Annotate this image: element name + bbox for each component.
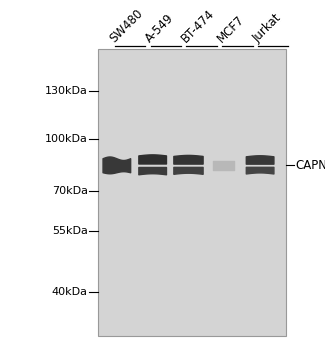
Text: A-549: A-549 — [143, 12, 176, 46]
Text: CAPN1: CAPN1 — [296, 159, 325, 172]
Text: 70kDa: 70kDa — [52, 186, 88, 196]
Text: 100kDa: 100kDa — [45, 134, 88, 145]
Text: MCF7: MCF7 — [214, 13, 247, 46]
Text: SW480: SW480 — [107, 7, 146, 46]
Text: BT-474: BT-474 — [179, 7, 217, 46]
Text: Jurkat: Jurkat — [251, 12, 284, 46]
Text: 40kDa: 40kDa — [52, 287, 88, 296]
Text: 130kDa: 130kDa — [45, 86, 88, 96]
Text: 55kDa: 55kDa — [52, 226, 88, 236]
Bar — [98, 49, 286, 336]
